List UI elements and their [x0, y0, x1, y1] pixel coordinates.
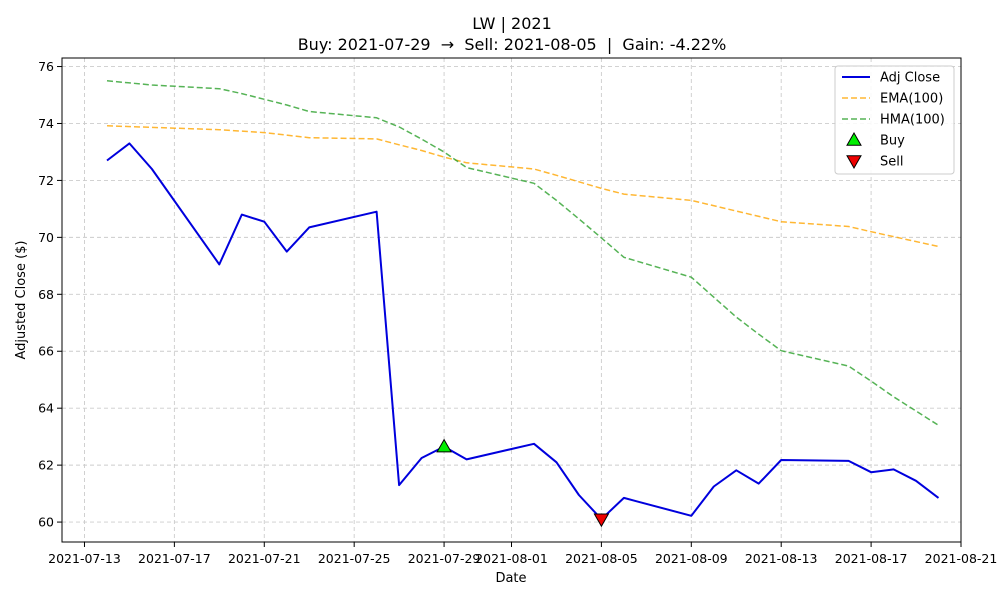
- x-tick-label: 2021-07-17: [138, 551, 211, 566]
- series-line-hma-100: [106, 80, 939, 426]
- legend-label: Adj Close: [880, 71, 940, 86]
- chart-title: LW | 2021: [472, 14, 552, 33]
- y-tick-label: 70: [38, 230, 54, 245]
- x-tick-label: 2021-08-09: [655, 551, 728, 566]
- x-tick-label: 2021-08-01: [475, 551, 548, 566]
- y-axis: 60 62 64 66 68 70 72 74 76: [38, 59, 62, 530]
- x-tick-label: 2021-07-21: [228, 551, 301, 566]
- legend: Adj Close EMA(100) HMA(100) Buy Sell: [834, 65, 955, 175]
- x-tick-label: 2021-07-29: [408, 551, 481, 566]
- series-line-ema-100: [106, 125, 939, 248]
- x-tick-label: 2021-08-21: [925, 551, 998, 566]
- grid: [62, 58, 962, 542]
- x-tick-label: 2021-08-13: [745, 551, 818, 566]
- y-axis-label: Adjusted Close ($): [14, 241, 29, 360]
- y-tick-label: 62: [38, 458, 54, 473]
- x-tick-label: 2021-08-17: [835, 551, 908, 566]
- legend-label: HMA(100): [880, 113, 945, 128]
- y-tick-label: 72: [38, 173, 54, 188]
- legend-label: EMA(100): [880, 92, 943, 107]
- x-tick-label: 2021-07-13: [48, 551, 121, 566]
- y-tick-label: 74: [38, 116, 54, 131]
- x-tick-label: 2021-07-25: [318, 551, 391, 566]
- y-tick-label: 68: [38, 287, 54, 302]
- buy-marker: [436, 438, 452, 453]
- legend-label: Buy: [880, 134, 905, 149]
- chart-subtitle: Buy: 2021-07-29 → Sell: 2021-08-05 | Gai…: [298, 35, 727, 54]
- series-layer: [106, 80, 940, 521]
- x-tick-label: 2021-08-05: [565, 551, 638, 566]
- x-axis-label: Date: [495, 571, 526, 586]
- series-line-adj-close: [106, 142, 940, 521]
- y-tick-label: 76: [38, 59, 54, 74]
- sell-marker: [593, 513, 610, 528]
- legend-swatch-marker: [846, 131, 862, 146]
- legend-box: [834, 65, 955, 175]
- y-tick-label: 60: [38, 515, 54, 530]
- legend-swatch-marker: [846, 155, 862, 170]
- marker-layer: [436, 438, 610, 528]
- x-axis: 2021-07-13 2021-07-17 2021-07-21 2021-07-25…: [48, 542, 997, 566]
- y-tick-label: 66: [38, 344, 54, 359]
- y-tick-label: 64: [38, 401, 54, 416]
- legend-label: Sell: [880, 155, 903, 170]
